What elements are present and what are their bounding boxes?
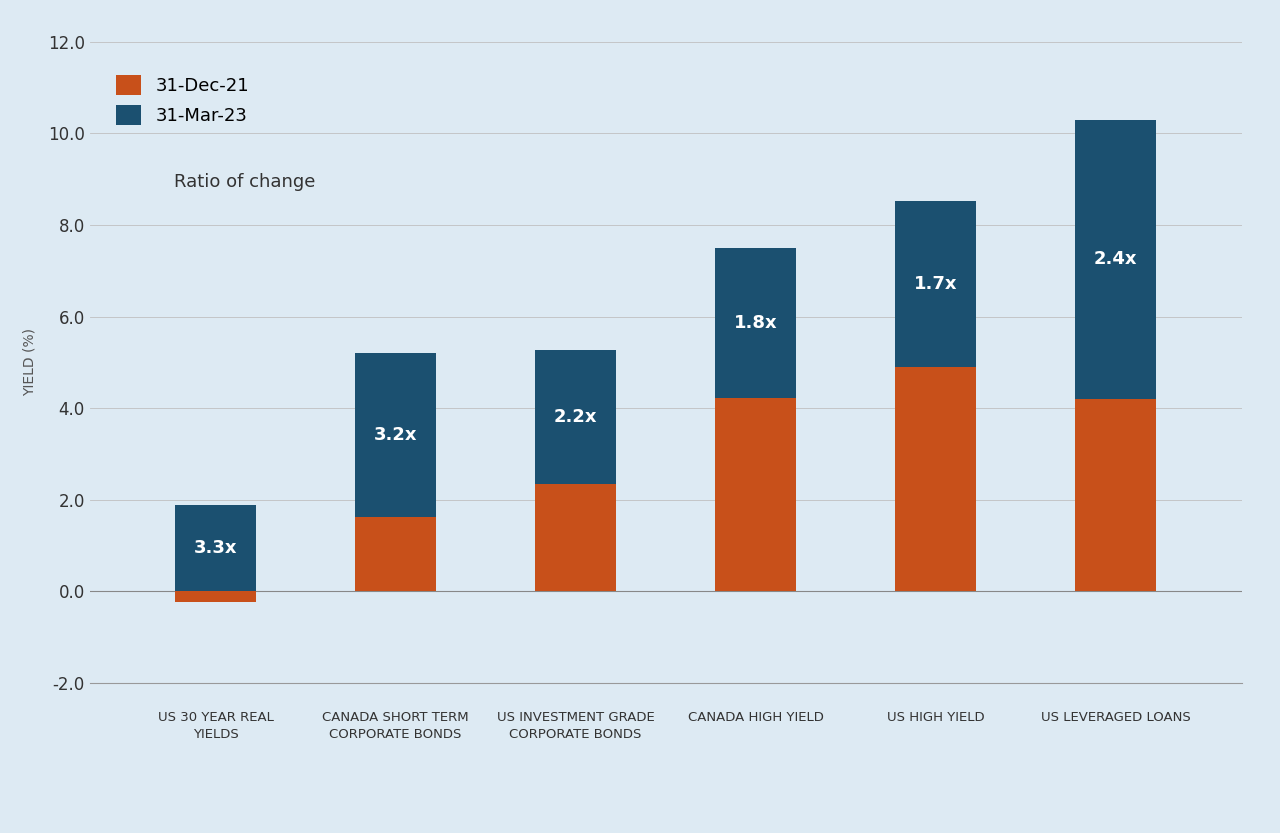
Text: 2.4x: 2.4x — [1094, 250, 1138, 268]
Bar — [535, 484, 616, 591]
Y-axis label: YIELD (%): YIELD (%) — [23, 328, 37, 397]
Text: 3.2x: 3.2x — [374, 426, 417, 444]
Bar — [895, 367, 977, 591]
Text: Ratio of change: Ratio of change — [174, 173, 315, 191]
Bar — [716, 248, 796, 398]
Bar — [716, 398, 796, 591]
Text: 2.2x: 2.2x — [554, 407, 598, 426]
Bar — [355, 517, 436, 591]
Bar — [895, 201, 977, 367]
Legend: 31-Dec-21, 31-Mar-23: 31-Dec-21, 31-Mar-23 — [110, 70, 255, 131]
Text: 1.7x: 1.7x — [914, 275, 957, 293]
Bar — [1075, 399, 1156, 591]
Bar — [175, 591, 256, 601]
Bar — [1075, 120, 1156, 399]
Bar — [355, 353, 436, 517]
Text: 3.3x: 3.3x — [193, 539, 237, 557]
Bar — [535, 350, 616, 484]
Bar — [175, 506, 256, 591]
Text: 1.8x: 1.8x — [733, 314, 777, 332]
